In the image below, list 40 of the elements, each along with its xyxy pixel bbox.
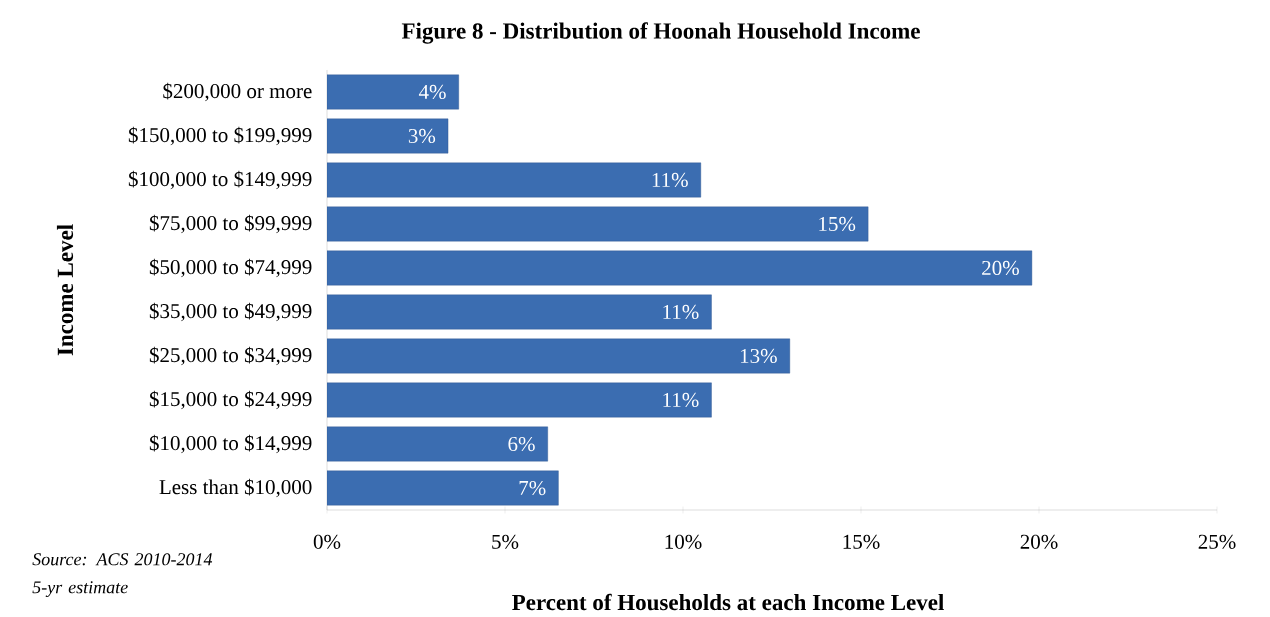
y-tick-label: $50,000 to $74,999	[149, 258, 312, 278]
data-label: 6%	[508, 436, 535, 452]
bar	[327, 338, 791, 374]
bar	[327, 250, 1033, 286]
y-tick-label: $150,000 to $199,999	[128, 126, 312, 146]
y-tick-label: $15,000 to $24,999	[149, 390, 312, 410]
x-tick-label: 25%	[1198, 534, 1236, 549]
y-tick-label: $75,000 to $99,999	[149, 214, 312, 234]
data-label: 11%	[663, 392, 699, 408]
y-tick-label: Less than $10,000	[159, 478, 312, 498]
bar	[327, 294, 712, 330]
bar	[327, 470, 559, 506]
x-tick-label: 15%	[843, 534, 880, 549]
x-tick-label: 20%	[1020, 534, 1058, 549]
y-axis-title: Income Level	[56, 224, 74, 356]
y-tick-label: $200,000 or more	[163, 82, 312, 102]
bar	[327, 162, 701, 198]
data-label: 3%	[408, 128, 436, 144]
data-label: 13%	[740, 348, 777, 364]
bar	[327, 206, 869, 242]
chart-title: Figure 8 - Distribution of Hoonah Household Income	[401, 22, 920, 44]
y-tick-label: $10,000 to $14,999	[149, 434, 312, 454]
data-label: 20%	[982, 260, 1019, 276]
y-tick-label: $35,000 to $49,999	[149, 302, 312, 322]
source-note: Source: ACS 2010-2014 5-yr estimate	[32, 553, 213, 598]
x-axis-title: Percent of Households at each Income Level	[512, 593, 944, 611]
y-tick-label: $100,000 to $149,999	[128, 170, 312, 190]
y-tick-label: $25,000 to $34,999	[149, 346, 312, 366]
data-label: 11%	[663, 304, 699, 320]
bar	[327, 118, 449, 154]
data-label: 11%	[652, 172, 688, 188]
bar	[327, 426, 548, 462]
bar	[327, 382, 712, 418]
x-tick-label: 0%	[313, 534, 341, 549]
data-label: 4%	[418, 84, 446, 100]
x-tick-label: 10%	[665, 534, 702, 549]
data-label: 7%	[519, 480, 546, 496]
bar	[327, 74, 459, 110]
data-label: 15%	[819, 216, 856, 232]
x-tick-label: 5%	[492, 534, 519, 549]
